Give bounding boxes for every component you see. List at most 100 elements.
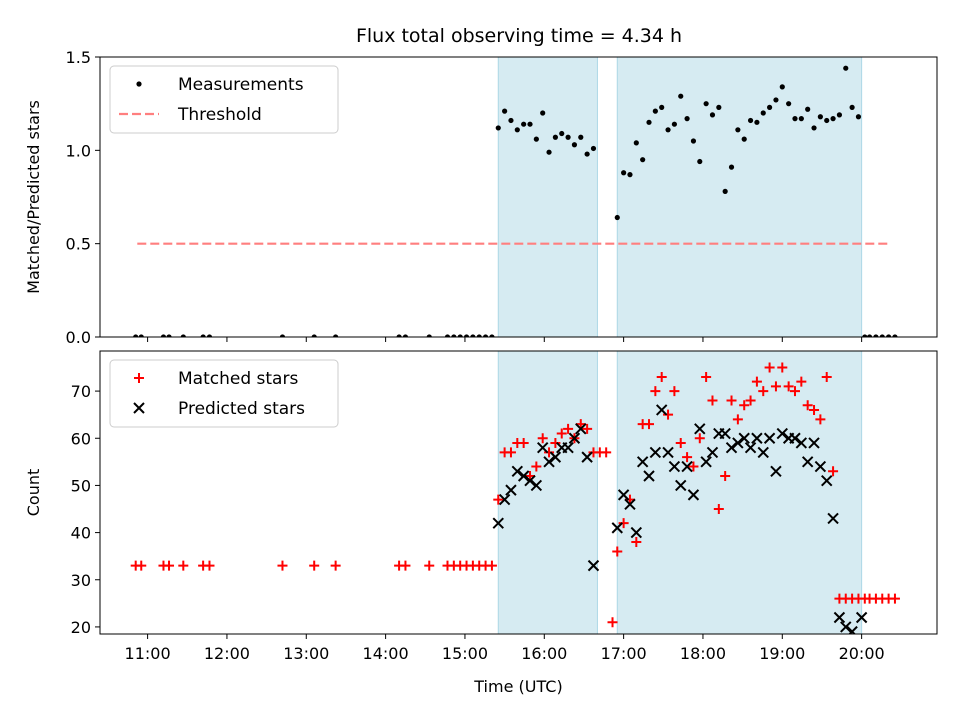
measurement-point xyxy=(836,112,843,118)
predicted-star-marker xyxy=(530,479,543,492)
matched-star-marker xyxy=(601,447,612,458)
predicted-star-marker xyxy=(801,456,814,468)
chart-title: Flux total observing time = 4.34 h xyxy=(356,25,682,47)
matched-star-marker xyxy=(277,560,288,571)
predicted-star-marker xyxy=(668,460,681,473)
measurement-point xyxy=(463,334,470,337)
measurement-point xyxy=(180,334,186,337)
matched-star-marker xyxy=(136,560,147,571)
predicted-star-marker xyxy=(492,517,504,529)
predicted-star-marker xyxy=(808,437,820,449)
measurement-point xyxy=(546,149,552,155)
measurement-point xyxy=(747,117,754,124)
measurement-point xyxy=(684,116,690,122)
measurement-point xyxy=(792,116,798,122)
matched-star-marker xyxy=(400,560,411,571)
measurement-point xyxy=(862,334,868,337)
top-legend: Measurements Threshold xyxy=(109,65,339,134)
matched-star-marker xyxy=(701,371,712,382)
bottom-legend-label: Predicted stars xyxy=(178,399,305,419)
predicted-star-marker xyxy=(549,451,562,463)
measurement-point xyxy=(482,334,489,337)
measurement-point xyxy=(571,142,578,148)
measurement-point xyxy=(444,334,451,337)
predicted-star-marker xyxy=(763,432,776,444)
matched-star-marker xyxy=(751,376,762,387)
measurement-point xyxy=(476,334,482,337)
predicted-star-marker xyxy=(662,446,674,459)
measurement-point xyxy=(206,334,213,337)
x-tick-label: 14:00 xyxy=(363,644,409,663)
bottom-y-tick-label: 30 xyxy=(71,571,91,590)
predicted-star-marker xyxy=(706,446,719,459)
matched-star-marker xyxy=(493,494,504,505)
matched-star-marker xyxy=(802,400,813,411)
matched-star-marker xyxy=(783,381,794,392)
measurement-point xyxy=(786,101,792,107)
measurement-point xyxy=(709,112,716,118)
legend-matched-marker xyxy=(134,373,144,383)
matched-star-marker xyxy=(650,386,661,397)
measurement-point xyxy=(805,106,811,112)
measurement-point xyxy=(843,65,849,71)
matched-star-marker xyxy=(178,560,189,571)
matched-star-marker xyxy=(720,470,731,481)
top-legend-label: Measurements xyxy=(178,75,304,95)
measurement-point xyxy=(426,334,432,337)
measurement-point xyxy=(830,116,836,122)
predicted-star-marker xyxy=(789,432,801,444)
matched-star-marker xyxy=(739,400,750,411)
measurement-point xyxy=(470,334,476,337)
measurement-point xyxy=(678,93,684,99)
x-tick-label: 17:00 xyxy=(601,644,647,663)
measurement-point xyxy=(614,214,620,221)
measurement-point xyxy=(873,334,879,337)
matched-star-marker xyxy=(505,447,516,458)
measurement-point xyxy=(779,84,785,90)
bottom-axes-frame xyxy=(99,350,938,635)
matched-star-marker xyxy=(682,452,693,463)
matched-star-marker xyxy=(770,381,781,392)
matched-star-marker xyxy=(821,371,832,382)
predicted-star-marker xyxy=(795,437,808,449)
predicted-star-marker xyxy=(624,498,636,510)
measurement-point xyxy=(279,334,286,337)
measurement-point xyxy=(798,116,804,122)
matched-star-marker xyxy=(631,537,642,548)
x-tick-label: 13:00 xyxy=(283,644,329,663)
measurement-point xyxy=(540,110,546,116)
matched-star-marker xyxy=(815,414,826,425)
x-tick-label: 18:00 xyxy=(680,644,726,663)
measurement-point xyxy=(866,334,873,337)
matched-star-marker xyxy=(550,437,561,448)
predicted-star-marker xyxy=(757,446,769,459)
predicted-star-marker xyxy=(517,470,530,482)
measurement-point xyxy=(552,134,558,140)
predicted-star-marker xyxy=(776,427,789,440)
measurement-point xyxy=(722,188,728,194)
predicted-star-marker xyxy=(617,489,630,501)
matched-star-marker xyxy=(424,560,435,571)
predicted-star-marker xyxy=(700,456,712,468)
matched-star-marker xyxy=(732,414,743,425)
bottom-y-axis-label: Count xyxy=(24,469,43,517)
predicted-star-marker xyxy=(846,625,858,634)
measurement-point xyxy=(659,104,665,110)
measurement-point xyxy=(584,151,590,157)
matched-star-marker xyxy=(764,362,775,373)
matched-star-marker xyxy=(164,560,175,571)
predicted-star-marker xyxy=(855,611,868,624)
bottom-legend-label: Matched stars xyxy=(178,369,298,389)
x-tick-label: 12:00 xyxy=(204,644,250,663)
predicted-star-marker xyxy=(611,522,623,534)
measurement-point xyxy=(824,117,830,124)
measurement-point xyxy=(489,334,495,337)
measurement-point xyxy=(565,134,571,140)
measurement-point xyxy=(578,134,584,140)
measurement-point xyxy=(817,114,823,120)
predicted-star-marker xyxy=(655,404,668,416)
predicted-star-marker xyxy=(694,423,706,435)
measurement-point xyxy=(767,104,773,110)
bottom-y-tick-label: 60 xyxy=(71,429,91,448)
top-y-tick-label: 1.5 xyxy=(66,48,91,67)
